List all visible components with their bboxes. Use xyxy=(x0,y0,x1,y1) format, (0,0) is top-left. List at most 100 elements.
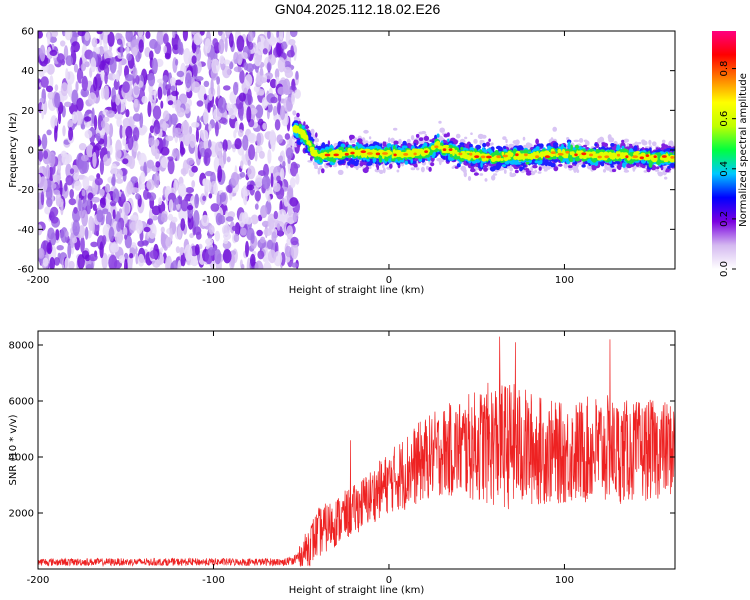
noise-blob xyxy=(42,257,49,267)
noise-blob xyxy=(289,31,298,38)
track-cell xyxy=(661,139,666,144)
noise-blob xyxy=(84,226,89,240)
track-cell xyxy=(512,140,518,145)
noise-blob xyxy=(229,61,234,70)
track-cell xyxy=(416,167,420,171)
noise-blob xyxy=(288,39,296,46)
noise-blob xyxy=(41,103,45,120)
noise-blob xyxy=(132,127,140,141)
noise-blob xyxy=(226,156,231,163)
noise-blob xyxy=(122,81,130,93)
noise-blob xyxy=(222,249,232,264)
noise-blob xyxy=(215,212,223,226)
noise-blob xyxy=(88,92,97,105)
noise-blob xyxy=(71,111,78,124)
track-cell xyxy=(641,139,646,144)
noise-blob xyxy=(60,40,66,47)
noise-blob xyxy=(111,87,116,103)
noise-blob xyxy=(88,216,94,231)
track-cell xyxy=(439,127,446,133)
noise-blob xyxy=(102,235,107,246)
noise-blob xyxy=(53,257,61,266)
noise-blob xyxy=(162,120,167,132)
noise-blob xyxy=(247,31,254,43)
noise-blob xyxy=(223,59,231,65)
noise-blob xyxy=(47,247,52,254)
noise-blob xyxy=(49,257,55,269)
noise-blob xyxy=(289,177,296,189)
noise-blob xyxy=(241,263,245,269)
noise-blob xyxy=(46,46,52,62)
noise-blob xyxy=(149,250,158,259)
track-cell xyxy=(464,136,468,140)
track-cell xyxy=(525,142,531,147)
noise-blob xyxy=(164,53,171,60)
noise-blob xyxy=(218,31,223,36)
noise-blob xyxy=(170,85,176,92)
noise-blob xyxy=(143,226,151,233)
track-cell xyxy=(544,160,548,167)
noise-blob xyxy=(132,113,142,122)
track-cell xyxy=(576,169,580,174)
noise-blob xyxy=(75,81,79,92)
noise-blob xyxy=(62,125,66,137)
noise-blob xyxy=(203,80,210,88)
noise-blob xyxy=(221,224,231,236)
track-cell xyxy=(522,136,526,141)
noise-blob xyxy=(149,50,154,61)
noise-blob xyxy=(226,31,231,35)
noise-blob xyxy=(289,161,299,177)
noise-blob xyxy=(49,75,54,89)
track-cell xyxy=(362,167,369,174)
noise-blob xyxy=(106,135,110,152)
noise-blob xyxy=(101,252,108,269)
noise-blob xyxy=(277,209,287,222)
track-cell xyxy=(601,142,606,145)
noise-blob xyxy=(207,102,211,113)
noise-blob xyxy=(256,229,263,237)
noise-blob xyxy=(248,144,256,161)
noise-blob xyxy=(268,217,275,230)
track-cell xyxy=(487,148,492,153)
noise-blob xyxy=(233,66,243,73)
track-cell xyxy=(473,138,478,144)
noise-blob xyxy=(57,111,62,125)
noise-blob xyxy=(125,109,130,118)
noise-blob xyxy=(177,226,182,240)
noise-blob xyxy=(125,74,134,82)
noise-blob xyxy=(54,125,58,142)
noise-blob xyxy=(81,189,86,197)
noise-blob xyxy=(120,41,124,58)
noise-blob xyxy=(149,125,155,134)
noise-blob xyxy=(233,51,239,65)
track-cell xyxy=(539,143,544,148)
noise-blob xyxy=(273,105,278,117)
noise-blob xyxy=(53,174,62,181)
noise-blob xyxy=(254,151,258,162)
track-cell xyxy=(397,147,401,150)
noise-blob xyxy=(191,121,200,128)
track-cell xyxy=(376,164,380,171)
noise-blob xyxy=(46,129,52,136)
noise-blob xyxy=(167,100,174,106)
noise-blob xyxy=(191,81,201,93)
noise-blob xyxy=(126,95,134,102)
noise-blob xyxy=(277,86,286,96)
noise-blob xyxy=(277,102,281,115)
noise-blob xyxy=(77,254,85,269)
track-cell xyxy=(503,169,507,174)
track-cell xyxy=(436,133,440,138)
track-cell xyxy=(485,141,490,147)
noise-blob xyxy=(96,47,100,55)
noise-blob xyxy=(239,69,245,84)
noise-blob xyxy=(78,197,82,212)
noise-blob xyxy=(108,123,114,138)
track-cell xyxy=(404,160,409,165)
track-cell xyxy=(664,176,668,180)
noise-blob xyxy=(267,149,272,164)
noise-blob xyxy=(194,144,198,160)
noise-blob xyxy=(86,263,93,269)
noise-blob xyxy=(234,222,241,237)
noise-blob xyxy=(84,129,93,139)
noise-blob xyxy=(191,165,198,173)
